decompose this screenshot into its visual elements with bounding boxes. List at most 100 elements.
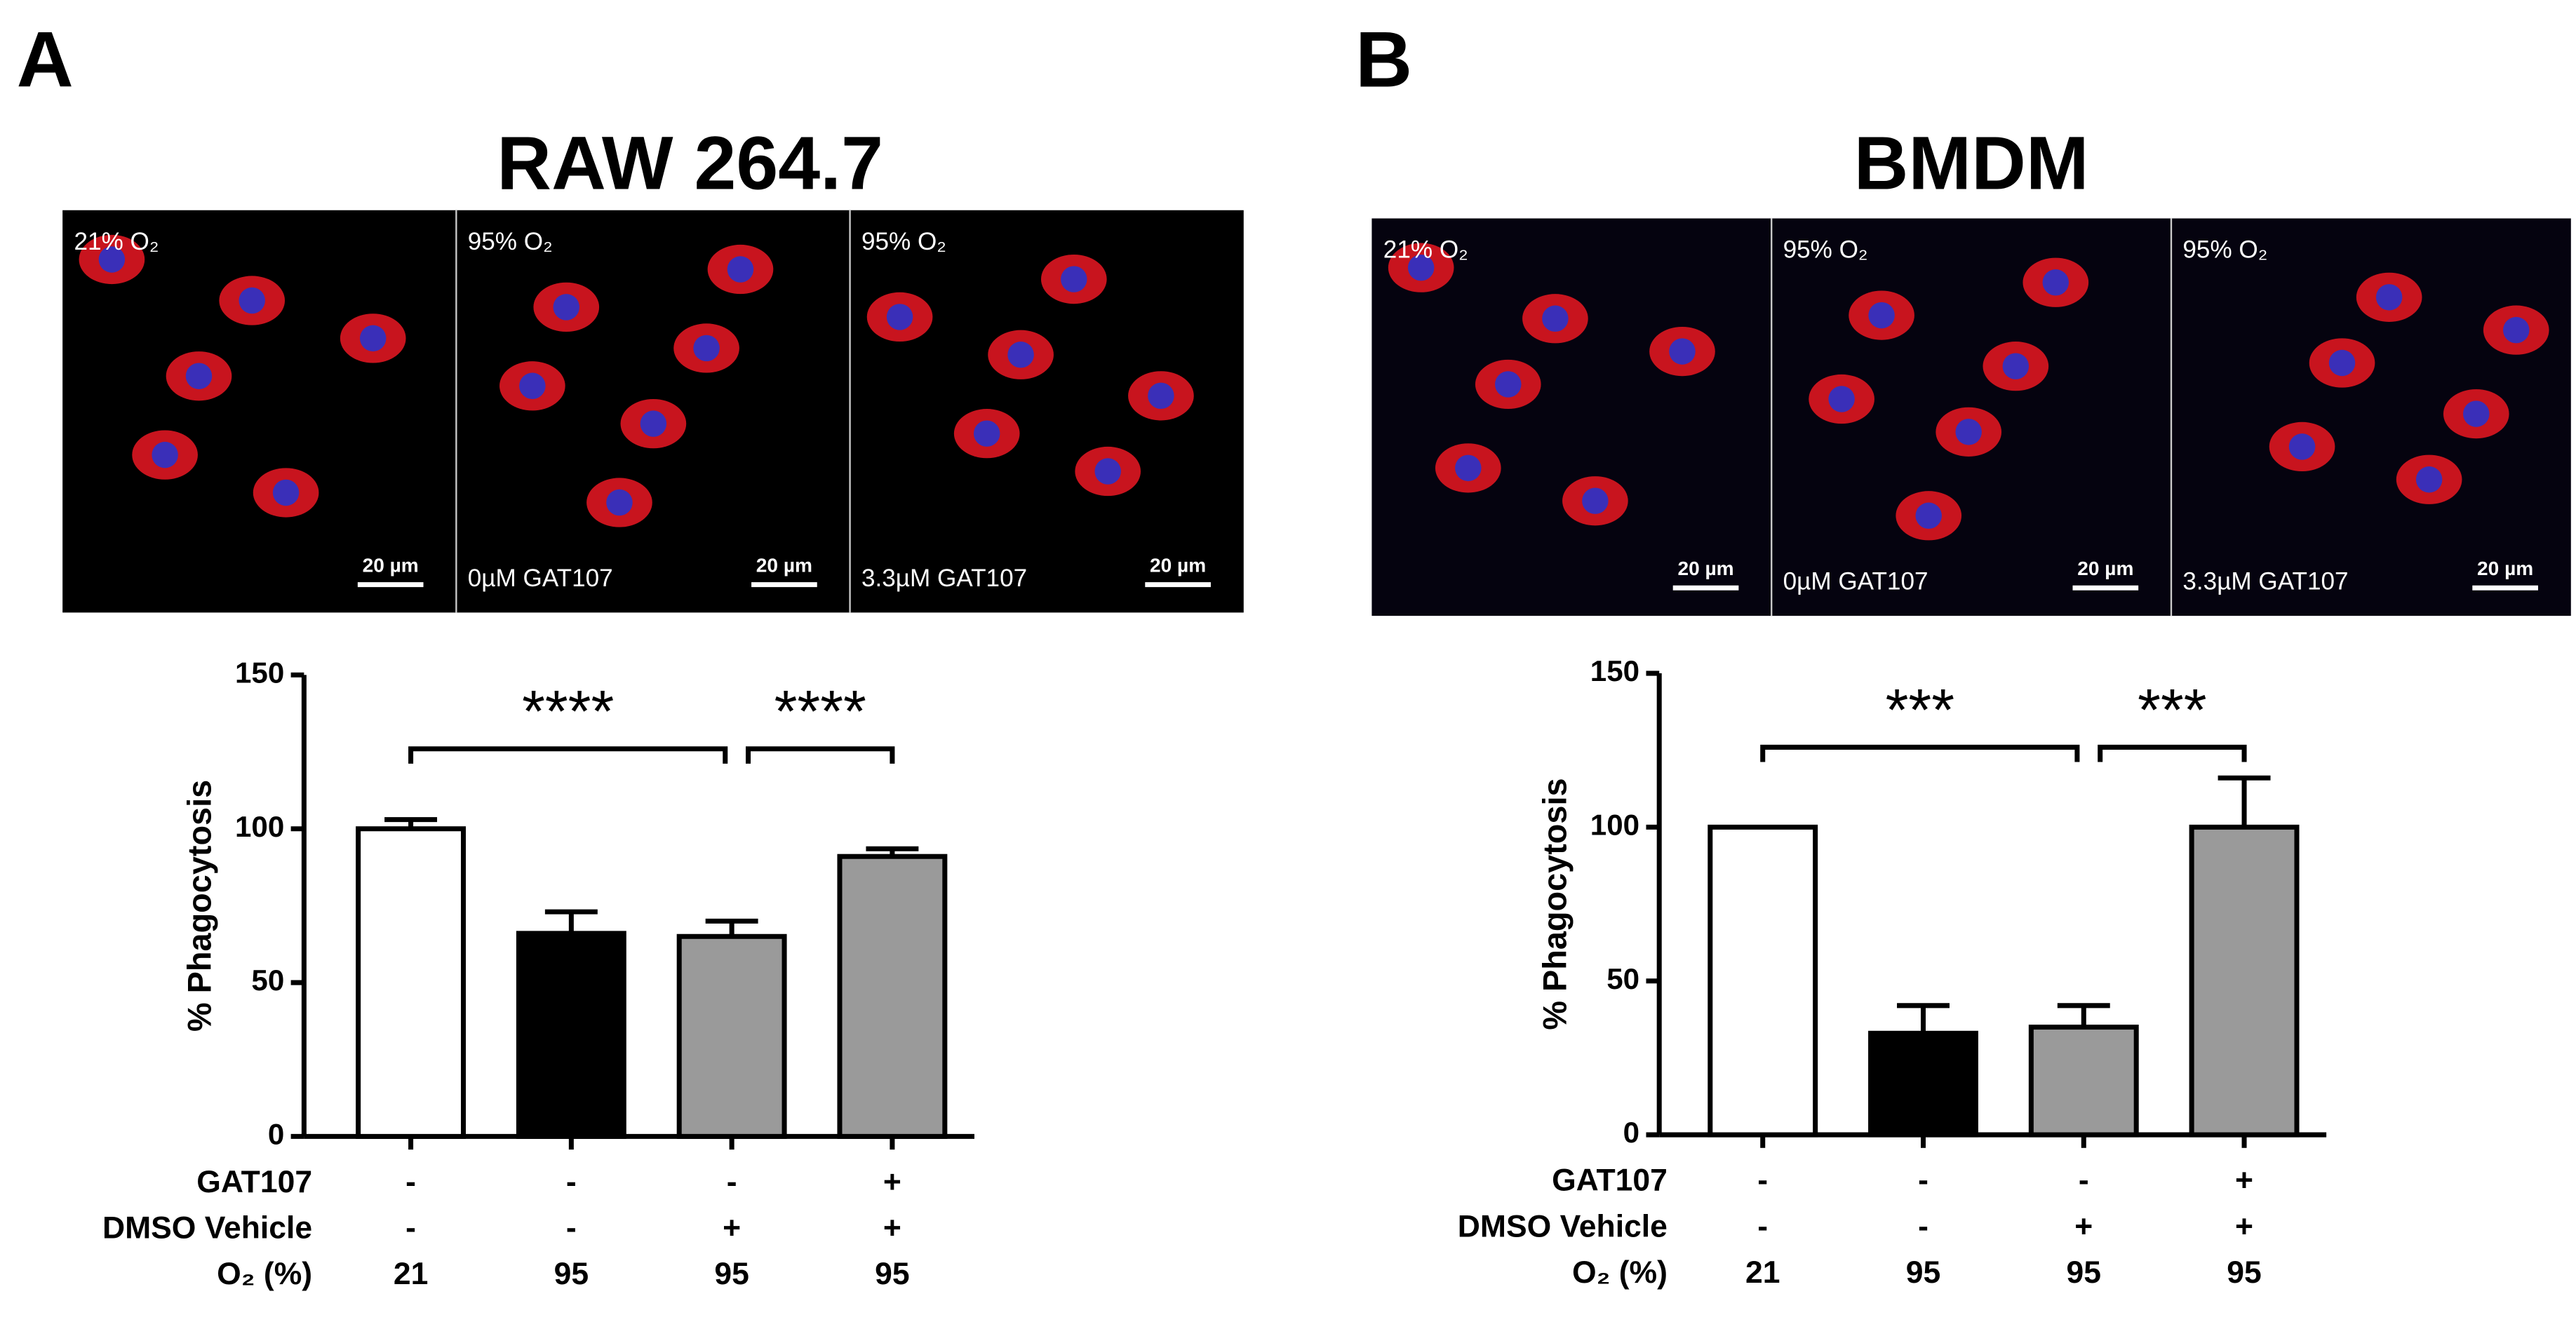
significance-label: *** <box>1886 677 1954 743</box>
panel-letter: A <box>17 15 74 103</box>
nucleus <box>553 294 579 321</box>
condition-value: 95 <box>875 1257 909 1291</box>
nucleus <box>2375 284 2403 311</box>
bar <box>1708 824 1818 1138</box>
scale-label: 20 µm <box>2477 558 2533 579</box>
nucleus <box>1828 386 1855 412</box>
nucleus <box>2288 433 2316 460</box>
condition-value: 21 <box>1745 1255 1780 1290</box>
nucleus <box>1094 458 1121 485</box>
significance-bracket <box>408 746 728 764</box>
nucleus <box>2415 466 2443 493</box>
y-tick-label: 0 <box>268 1118 284 1151</box>
nucleus <box>2002 353 2030 379</box>
panel-letter: B <box>1355 15 1412 103</box>
scale-label: 20 µm <box>1677 558 1733 579</box>
bar <box>676 933 787 1139</box>
nucleus <box>640 410 667 437</box>
condition-value: + <box>2235 1209 2253 1243</box>
nucleus <box>727 256 754 283</box>
y-axis-label: % Phagocytosis <box>182 780 218 1032</box>
image-label: 3.3µM GAT107 <box>861 565 1027 592</box>
nucleus <box>1542 305 1569 332</box>
condition-value: 95 <box>2227 1255 2261 1290</box>
nucleus <box>1007 342 1034 368</box>
chart-title: RAW 264.7 <box>497 121 883 205</box>
image-label: 95% O₂ <box>1783 236 1868 264</box>
nucleus <box>239 287 265 314</box>
nucleus <box>2463 400 2490 427</box>
image-label: 95% O₂ <box>861 228 946 255</box>
condition-value: - <box>1918 1209 1928 1243</box>
significance-label: **** <box>522 678 614 744</box>
nucleus <box>1915 502 1942 529</box>
condition-name: O₂ (%) <box>1572 1255 1668 1290</box>
significance-bracket <box>746 746 895 764</box>
nucleus <box>1061 266 1087 292</box>
condition-value: + <box>2074 1209 2093 1243</box>
nucleus <box>359 325 387 352</box>
scale-label: 20 µm <box>1150 554 1206 576</box>
condition-value: + <box>723 1211 741 1246</box>
scale-label: 20 µm <box>363 554 419 576</box>
condition-value: 95 <box>2067 1255 2101 1290</box>
condition-name: O₂ (%) <box>217 1257 312 1291</box>
bar <box>837 854 948 1139</box>
nucleus <box>2328 349 2356 377</box>
nucleus <box>973 420 1000 447</box>
nucleus <box>152 441 178 468</box>
condition-value: - <box>1757 1164 1768 1198</box>
condition-value: - <box>1918 1164 1928 1198</box>
image-label: 95% O₂ <box>2182 236 2267 264</box>
condition-value: 95 <box>1906 1255 1940 1290</box>
condition-value: + <box>883 1211 901 1246</box>
nucleus <box>185 363 213 389</box>
nucleus <box>1669 338 1696 365</box>
condition-value: - <box>2079 1164 2089 1198</box>
significance-bracket <box>2098 744 2247 762</box>
condition-value: - <box>405 1211 416 1246</box>
image-label: 3.3µM GAT107 <box>2182 568 2348 595</box>
y-axis-label: % Phagocytosis <box>1536 778 1573 1030</box>
nucleus <box>606 489 633 516</box>
bar <box>1868 1030 1978 1138</box>
condition-value: + <box>2235 1164 2253 1198</box>
nucleus <box>2042 269 2069 296</box>
significance-label: *** <box>2138 677 2206 743</box>
y-tick-label: 100 <box>235 810 284 843</box>
nucleus <box>98 246 126 273</box>
scale-label: 20 µm <box>756 554 812 576</box>
condition-value: - <box>1757 1209 1768 1243</box>
nucleus <box>1868 302 1895 329</box>
condition-value: - <box>566 1211 577 1246</box>
condition-value: - <box>566 1165 577 1199</box>
bar <box>356 826 467 1139</box>
y-tick-label: 50 <box>251 964 284 997</box>
condition-name: GAT107 <box>196 1165 312 1199</box>
significance-bracket <box>1760 744 2080 762</box>
nucleus <box>1407 254 1435 281</box>
condition-value: - <box>405 1165 416 1199</box>
nucleus <box>1455 454 1482 482</box>
image-label: 0µM GAT107 <box>1783 568 1928 595</box>
bar <box>2028 1025 2139 1138</box>
nucleus <box>1955 419 1982 445</box>
nucleus <box>1148 382 1174 410</box>
condition-value: + <box>883 1165 901 1199</box>
nucleus <box>886 304 913 330</box>
y-tick-label: 100 <box>1590 809 1639 842</box>
condition-name: DMSO Vehicle <box>1458 1209 1668 1243</box>
image-label: 95% O₂ <box>468 228 553 255</box>
condition-value: 21 <box>394 1257 428 1291</box>
condition-name: DMSO Vehicle <box>102 1211 312 1246</box>
nucleus <box>693 335 720 362</box>
y-tick-label: 50 <box>1606 962 1639 995</box>
y-tick-label: 150 <box>1590 654 1639 687</box>
image-label: 0µM GAT107 <box>468 565 613 592</box>
image-label: 21% O₂ <box>1383 236 1468 264</box>
y-tick-label: 0 <box>1623 1116 1639 1149</box>
nucleus <box>1495 371 1522 398</box>
significance-label: **** <box>774 678 866 744</box>
scale-label: 20 µm <box>2077 558 2133 579</box>
